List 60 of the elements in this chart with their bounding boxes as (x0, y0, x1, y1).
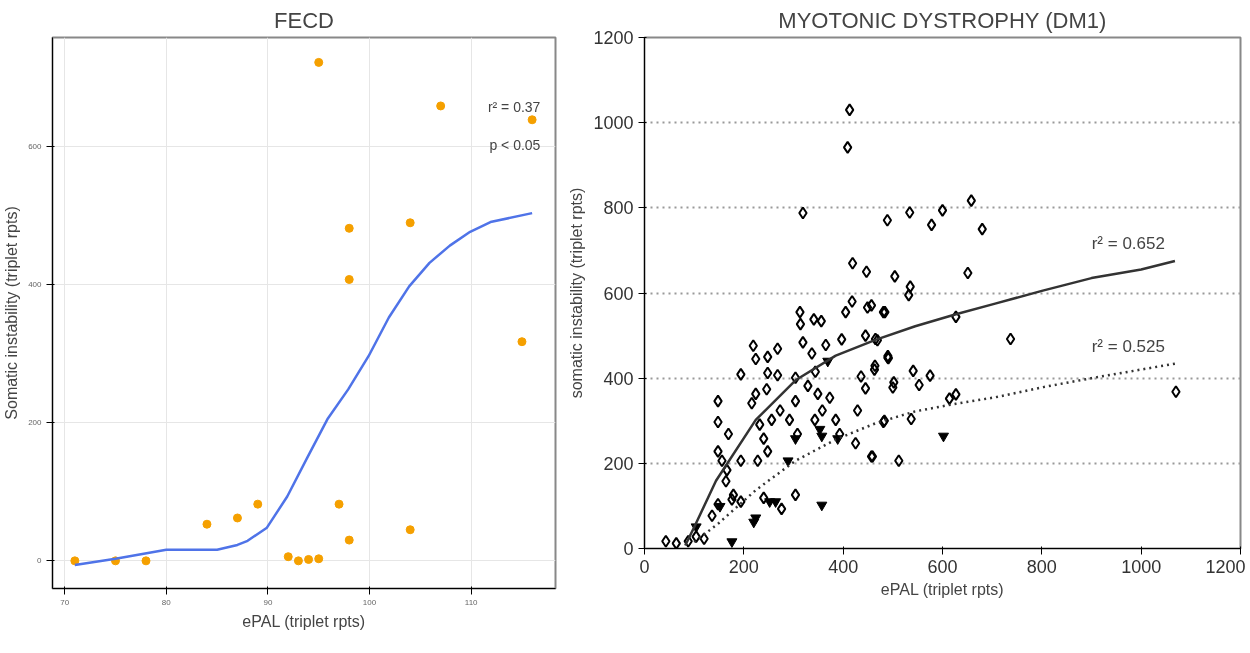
x-tick-label: 800 (1026, 556, 1057, 577)
point (283, 552, 293, 562)
point (70, 556, 80, 566)
y-tick-label: 200 (603, 453, 634, 474)
point (253, 499, 263, 509)
x-tick-label: 100 (362, 597, 377, 607)
chart-title: FECD (274, 7, 334, 33)
y-axis-title: Somatic instability (triplet rpts) (3, 206, 21, 420)
y-tick-label: 800 (603, 198, 634, 219)
point (405, 218, 415, 228)
annotation: r² = 0.525 (1091, 336, 1165, 356)
y-tick-label: 600 (603, 283, 634, 304)
x-tick-label: 1000 (1121, 556, 1162, 577)
point (141, 556, 151, 566)
point (789, 435, 801, 445)
point (344, 535, 354, 545)
chart-title: MYOTONIC DYSTROPHY (DM1) (778, 7, 1107, 33)
point (748, 518, 760, 529)
x-tick-label: 600 (927, 556, 958, 577)
y-axis-title: somatic instability (triplet rpts) (568, 187, 586, 399)
point (714, 502, 726, 513)
point (344, 274, 354, 284)
point (293, 556, 303, 566)
point (816, 501, 828, 512)
y-tick-label: 1000 (593, 113, 634, 134)
annotation: r² = 0.37 (487, 98, 541, 115)
x-tick-label: 1200 (1205, 556, 1246, 577)
y-tick-label: 200 (28, 418, 43, 428)
y-tick-label: 0 (623, 539, 634, 559)
x-tick-label: 200 (728, 556, 759, 577)
x-tick-label: 70 (60, 597, 70, 607)
x-tick-label: 90 (263, 597, 273, 607)
point (314, 554, 324, 564)
point (344, 223, 354, 233)
y-tick-label: 1200 (593, 28, 634, 48)
x-axis-title: ePAL (triplet rpts) (880, 580, 1004, 598)
point (726, 538, 738, 548)
point (304, 554, 314, 564)
x-tick-label: 400 (828, 556, 859, 577)
point (770, 498, 782, 508)
y-tick-label: 600 (28, 141, 43, 151)
point (232, 513, 242, 523)
point (937, 432, 949, 443)
x-tick-label: 80 (161, 597, 172, 607)
point (517, 337, 527, 347)
annotation: p < 0.05 (489, 137, 541, 154)
x-tick-label: 0 (639, 556, 650, 577)
point (782, 457, 794, 468)
point (527, 115, 537, 125)
line-series (683, 259, 1177, 547)
annotation: r² = 0.652 (1091, 234, 1165, 254)
x-axis-title: ePAL (triplet rpts) (242, 612, 366, 630)
point (334, 499, 344, 509)
point (202, 519, 212, 529)
point (405, 525, 415, 535)
y-tick-label: 400 (603, 368, 634, 389)
x-tick-label: 110 (464, 597, 479, 607)
point (436, 101, 446, 111)
point (314, 57, 324, 67)
y-tick-label: 400 (28, 279, 43, 289)
